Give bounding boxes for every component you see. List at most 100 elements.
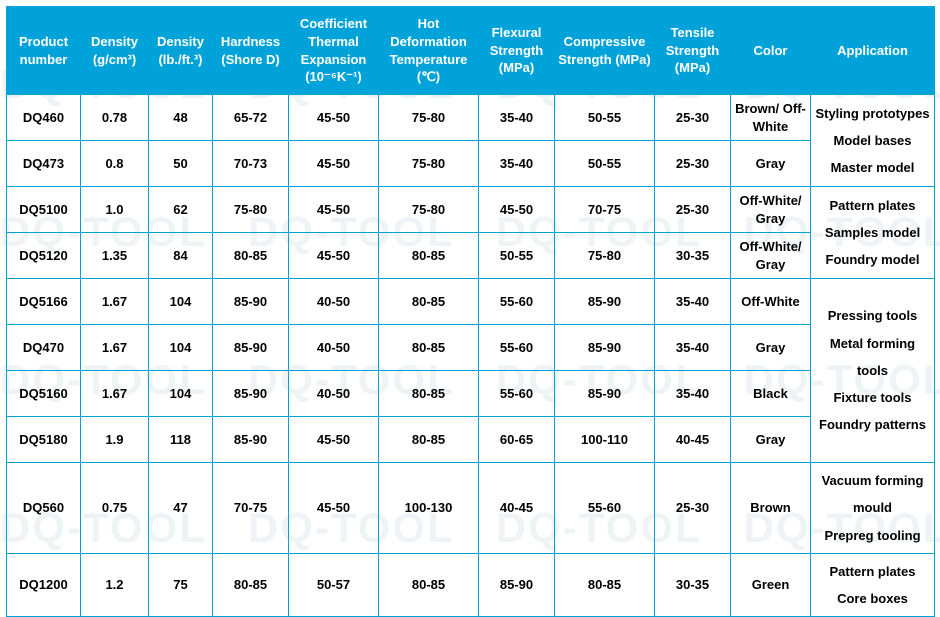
cell-d_gcm3: 1.35	[81, 233, 149, 279]
cell-color: Gray	[731, 141, 811, 187]
col-header: Tensile Strength (MPa)	[655, 7, 731, 95]
cell-hdt: 80-85	[379, 553, 479, 617]
cell-tens: 25-30	[655, 463, 731, 554]
cell-d_lbft3: 104	[149, 371, 213, 417]
cell-d_lbft3: 48	[149, 95, 213, 141]
cell-hardness: 85-90	[213, 279, 289, 325]
col-header: Hardness (Shore D)	[213, 7, 289, 95]
cell-cte: 40-50	[289, 279, 379, 325]
cell-comp: 85-90	[555, 325, 655, 371]
cell-tens: 35-40	[655, 279, 731, 325]
col-header: Product number	[7, 7, 81, 95]
cell-hardness: 80-85	[213, 233, 289, 279]
cell-color: Off-White	[731, 279, 811, 325]
cell-product: DQ560	[7, 463, 81, 554]
cell-flex: 55-60	[479, 279, 555, 325]
cell-application: Pattern platesCore boxes	[811, 553, 935, 617]
cell-cte: 45-50	[289, 463, 379, 554]
cell-color: Green	[731, 553, 811, 617]
cell-flex: 55-60	[479, 371, 555, 417]
cell-comp: 50-55	[555, 141, 655, 187]
cell-flex: 35-40	[479, 95, 555, 141]
cell-tens: 30-35	[655, 233, 731, 279]
cell-d_lbft3: 50	[149, 141, 213, 187]
col-header: Compressive Strength (MPa)	[555, 7, 655, 95]
cell-cte: 45-50	[289, 417, 379, 463]
cell-comp: 50-55	[555, 95, 655, 141]
cell-product: DQ460	[7, 95, 81, 141]
cell-color: Brown/ Off-White	[731, 95, 811, 141]
cell-tens: 35-40	[655, 371, 731, 417]
cell-hdt: 75-80	[379, 141, 479, 187]
col-header: Hot Deformation Temperature (℃)	[379, 7, 479, 95]
cell-color: Off-White/ Gray	[731, 233, 811, 279]
cell-color: Brown	[731, 463, 811, 554]
table-row: DQ51661.6710485-9040-5080-8555-6085-9035…	[7, 279, 935, 325]
cell-cte: 50-57	[289, 553, 379, 617]
cell-application: Pressing toolsMetal forming toolsFixture…	[811, 279, 935, 463]
table-row: DQ51801.911885-9045-5080-8560-65100-1104…	[7, 417, 935, 463]
cell-hardness: 70-75	[213, 463, 289, 554]
cell-color: Off-White/ Gray	[731, 187, 811, 233]
cell-hardness: 85-90	[213, 325, 289, 371]
cell-hardness: 85-90	[213, 371, 289, 417]
cell-color: Black	[731, 371, 811, 417]
cell-cte: 45-50	[289, 95, 379, 141]
cell-flex: 35-40	[479, 141, 555, 187]
cell-tens: 25-30	[655, 95, 731, 141]
cell-d_gcm3: 1.67	[81, 371, 149, 417]
table-row: DQ4600.784865-7245-5075-8035-4050-5525-3…	[7, 95, 935, 141]
cell-d_gcm3: 1.67	[81, 279, 149, 325]
cell-d_gcm3: 0.8	[81, 141, 149, 187]
col-header: Flexural Strength (MPa)	[479, 7, 555, 95]
cell-hdt: 75-80	[379, 95, 479, 141]
cell-hdt: 80-85	[379, 371, 479, 417]
cell-d_lbft3: 75	[149, 553, 213, 617]
cell-comp: 85-90	[555, 371, 655, 417]
cell-hdt: 100-130	[379, 463, 479, 554]
cell-hdt: 80-85	[379, 279, 479, 325]
cell-hardness: 70-73	[213, 141, 289, 187]
cell-hdt: 80-85	[379, 325, 479, 371]
cell-product: DQ470	[7, 325, 81, 371]
cell-product: DQ5160	[7, 371, 81, 417]
cell-cte: 40-50	[289, 325, 379, 371]
cell-comp: 55-60	[555, 463, 655, 554]
cell-tens: 25-30	[655, 187, 731, 233]
cell-comp: 70-75	[555, 187, 655, 233]
col-header: Density (lb./ft.³)	[149, 7, 213, 95]
cell-d_gcm3: 1.9	[81, 417, 149, 463]
cell-flex: 55-60	[479, 325, 555, 371]
cell-d_gcm3: 1.67	[81, 325, 149, 371]
cell-cte: 40-50	[289, 371, 379, 417]
cell-cte: 45-50	[289, 141, 379, 187]
table-row: DQ51201.358480-8545-5080-8550-5575-8030-…	[7, 233, 935, 279]
cell-tens: 25-30	[655, 141, 731, 187]
cell-hdt: 80-85	[379, 417, 479, 463]
cell-flex: 50-55	[479, 233, 555, 279]
cell-comp: 100-110	[555, 417, 655, 463]
materials-table: Product numberDensity (g/cm³)Density (lb…	[6, 6, 935, 617]
cell-d_gcm3: 1.0	[81, 187, 149, 233]
cell-hdt: 75-80	[379, 187, 479, 233]
cell-hardness: 75-80	[213, 187, 289, 233]
col-header: Density (g/cm³)	[81, 7, 149, 95]
cell-product: DQ5166	[7, 279, 81, 325]
cell-product: DQ5180	[7, 417, 81, 463]
cell-color: Gray	[731, 325, 811, 371]
cell-product: DQ5120	[7, 233, 81, 279]
cell-d_lbft3: 104	[149, 325, 213, 371]
cell-d_lbft3: 62	[149, 187, 213, 233]
cell-cte: 45-50	[289, 187, 379, 233]
cell-flex: 45-50	[479, 187, 555, 233]
cell-hdt: 80-85	[379, 233, 479, 279]
cell-hardness: 80-85	[213, 553, 289, 617]
cell-hardness: 65-72	[213, 95, 289, 141]
cell-comp: 75-80	[555, 233, 655, 279]
col-header: Coefficient Thermal Expansion (10⁻⁶K⁻¹)	[289, 7, 379, 95]
cell-application: Pattern platesSamples modelFoundry model	[811, 187, 935, 279]
table-row: DQ5600.754770-7545-50100-13040-4555-6025…	[7, 463, 935, 554]
cell-application: Styling prototypesModel basesMaster mode…	[811, 95, 935, 187]
table-row: DQ4730.85070-7345-5075-8035-4050-5525-30…	[7, 141, 935, 187]
cell-comp: 80-85	[555, 553, 655, 617]
